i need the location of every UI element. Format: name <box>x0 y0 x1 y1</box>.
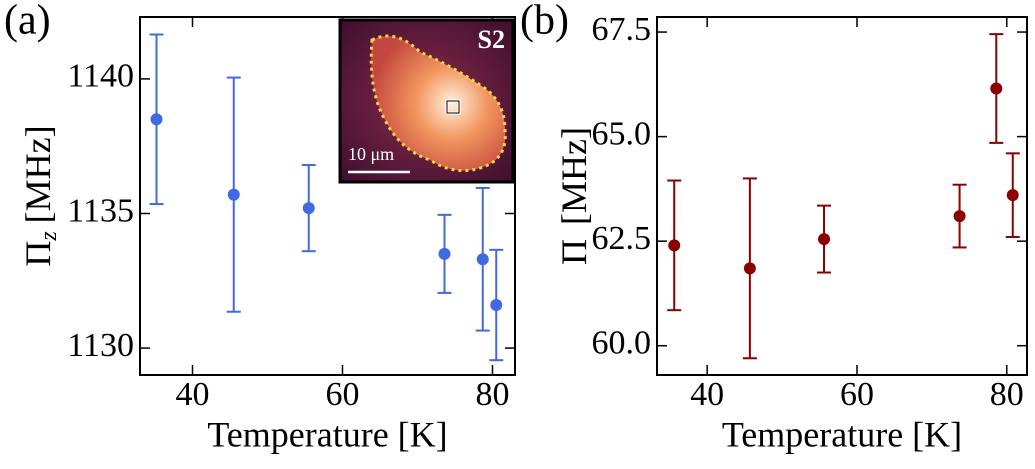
data-point <box>439 248 451 260</box>
x-tick-label: 60 <box>840 376 874 413</box>
data-point <box>1007 189 1019 201</box>
x-tick-label: 40 <box>690 376 724 413</box>
x-axis-label: Temperature [K] <box>722 414 962 454</box>
data-point <box>818 233 830 245</box>
y-tick-label: 67.5 <box>592 11 652 48</box>
inset: 10 μm S2 <box>340 20 513 182</box>
y-label-symbol: Π <box>18 241 58 267</box>
data-point <box>228 189 240 201</box>
panel: 40 60 80 60.0 62.5 65.0 67.5 Temperature [K] Π [M… <box>520 0 1027 454</box>
y-axis-label: Π [MHz] <box>554 127 594 265</box>
y-tick-label: 1130 <box>67 327 134 364</box>
figure: 40 60 80 60.0 62.5 65.0 67.5 Temperature [K] Π [M… <box>0 0 1035 469</box>
y-axis-label: Πz [MHz] <box>18 125 61 266</box>
y-label-subscript: z <box>36 231 62 242</box>
y-tick-label: 65.0 <box>592 115 652 152</box>
y-tick-label: 1140 <box>67 58 134 95</box>
y-label-symbol: Π <box>554 239 594 265</box>
x-tick-label: 80 <box>990 376 1024 413</box>
y-tick-label: 62.5 <box>592 220 652 257</box>
x-tick-label: 60 <box>326 376 360 413</box>
data-point <box>151 113 163 125</box>
y-tick-label: 60.0 <box>592 325 652 362</box>
panel-label: (b) <box>520 0 569 44</box>
data-point <box>303 202 315 214</box>
data-point <box>990 83 1002 95</box>
data-point <box>477 253 489 265</box>
inset-label: S2 <box>478 25 505 54</box>
data-point <box>668 239 680 251</box>
y-label-unit: [MHz] <box>18 125 58 223</box>
y-tick-label: 1135 <box>67 192 134 229</box>
x-tick-label: 80 <box>476 376 510 413</box>
x-axis-label: Temperature [K] <box>207 414 447 454</box>
data-point <box>490 299 502 311</box>
panel-label: (a) <box>4 0 51 44</box>
axes-frame <box>657 17 1027 375</box>
data-point <box>744 262 756 274</box>
x-tick-label: 40 <box>176 376 210 413</box>
scale-label: 10 μm <box>348 144 394 164</box>
data-point <box>954 210 966 222</box>
y-label-unit: [MHz] <box>554 127 594 225</box>
